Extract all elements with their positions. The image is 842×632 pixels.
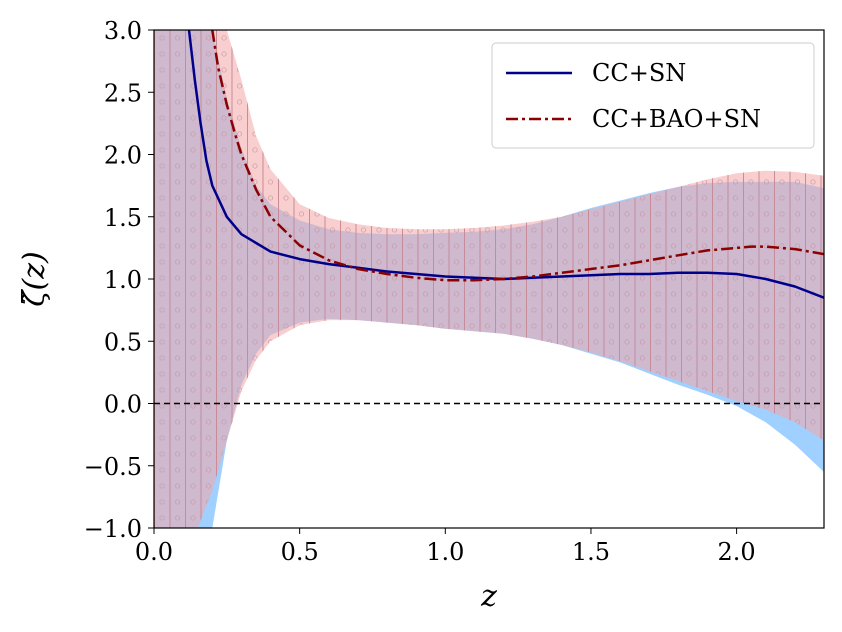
y-tick-label: 2.5: [104, 79, 142, 107]
axes: 0.0 0.5 1.0 1.5 2.0 −1.0 −0.5 0.0 0.5 1.0 1.5 2.0 2.…: [84, 17, 756, 566]
x-tick-label: 1.5: [572, 538, 610, 566]
legend-box: [491, 42, 815, 149]
x-tick-label: 1.0: [426, 538, 464, 566]
plot-area: [154, 30, 824, 528]
legend-label-1: CC+SN: [592, 59, 686, 87]
x-tick-label: 0.5: [281, 538, 319, 566]
y-tick-label: −1.0: [84, 515, 142, 543]
x-axis-label: z: [480, 579, 497, 614]
y-tick-label: 3.0: [104, 17, 142, 45]
y-tick-label: 0.0: [104, 391, 142, 419]
y-tick-label: −0.5: [84, 453, 142, 481]
series-line-2: [211, 30, 824, 282]
y-axis-label: ζ̃(z): [17, 251, 52, 306]
legend-label-2: CC+BAO+SN: [592, 105, 761, 133]
series-line-1: [187, 30, 824, 299]
legend: CC+SN CC+BAO+SN: [491, 42, 815, 149]
y-tick-label: 2.0: [104, 142, 142, 170]
x-tick-label: 2.0: [718, 538, 756, 566]
x-tick-label: 0.0: [135, 538, 173, 566]
y-tick-label: 0.5: [104, 328, 142, 356]
y-tick-label: 1.0: [104, 266, 142, 294]
y-tick-label: 1.5: [104, 204, 142, 232]
